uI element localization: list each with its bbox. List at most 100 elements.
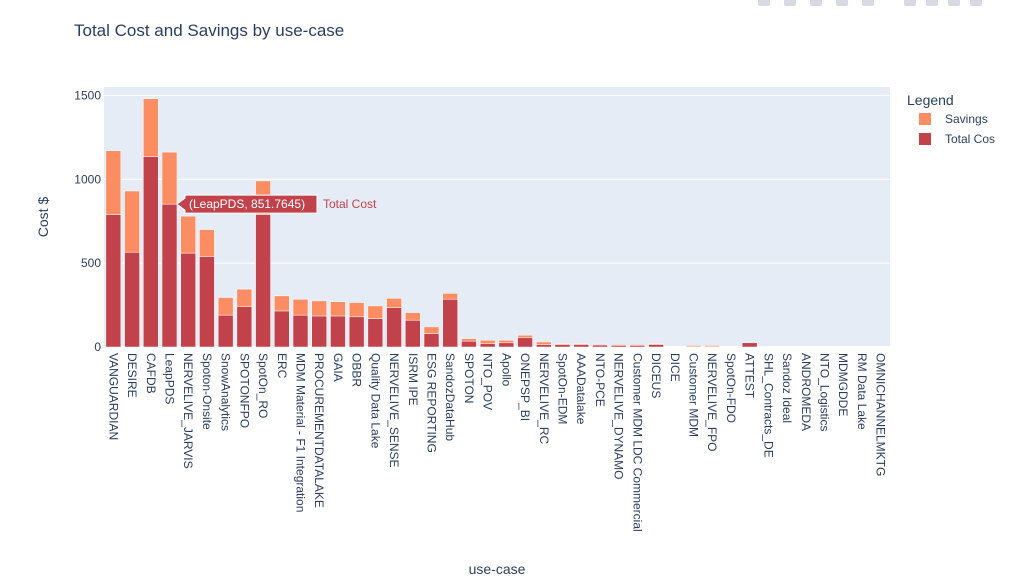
bar-total-cost[interactable] (610, 345, 627, 348)
bar-savings[interactable] (124, 190, 140, 253)
lasso-icon[interactable] (862, 0, 874, 6)
bar-savings[interactable] (274, 295, 290, 312)
bar-savings[interactable] (423, 326, 440, 334)
bar-total-cost[interactable] (124, 251, 140, 348)
bar-savings[interactable] (517, 335, 533, 339)
x-tick-label: SpotOn_RO (256, 353, 270, 418)
x-tick-label: NERVELIVE_FPO (705, 353, 719, 451)
bar-savings[interactable] (199, 229, 215, 257)
legend-item-label[interactable]: Savings (945, 112, 988, 126)
x-tick-label: LeapPDS (163, 353, 177, 404)
bar-total-cost[interactable] (741, 342, 758, 348)
bar-total-cost[interactable] (386, 307, 402, 348)
bar-savings[interactable] (442, 293, 458, 300)
legend-swatch[interactable] (919, 133, 931, 145)
x-axis-ticks: VANGUARDIAN DESIRE CAFDB LeapPDS NERVELIVE_J… (106, 353, 887, 532)
bar-total-cost[interactable] (274, 310, 290, 348)
bar-total-cost[interactable] (573, 344, 589, 348)
bar-savings[interactable] (685, 345, 702, 347)
bar-total-cost[interactable] (199, 256, 215, 348)
bar-total-cost[interactable] (629, 345, 646, 348)
x-tick-label: ESG REPORTING (425, 353, 439, 453)
reset-axes-icon[interactable] (970, 0, 982, 6)
bar-savings[interactable] (610, 344, 627, 346)
bar-total-cost[interactable] (442, 298, 458, 348)
bar-total-cost[interactable] (292, 314, 309, 348)
bar-total-cost[interactable] (517, 337, 533, 348)
chart-title: Total Cost and Savings by use-case (74, 21, 344, 40)
x-tick-label: NTO_POV (481, 353, 495, 410)
bar-total-cost[interactable] (592, 344, 608, 348)
bar-savings[interactable] (367, 305, 384, 319)
bar-savings[interactable] (405, 312, 421, 321)
bar-total-cost[interactable] (180, 252, 196, 348)
bar-total-cost[interactable] (405, 319, 421, 348)
bar-savings[interactable] (554, 343, 571, 345)
bar-savings[interactable] (348, 302, 365, 318)
zoom-out-icon[interactable] (926, 0, 938, 6)
bar-savings[interactable] (536, 341, 552, 345)
bar-total-cost[interactable] (648, 344, 664, 348)
y-axis-ticks: 0 500 1000 1500 (74, 88, 101, 354)
bar-savings[interactable] (236, 288, 253, 307)
x-tick-label: Spoton-Onsite (200, 353, 214, 430)
x-tick-label: OBBR (350, 353, 364, 387)
y-tick-label: 1000 (74, 172, 101, 186)
camera-icon[interactable] (758, 0, 770, 6)
bar-total-cost[interactable] (217, 314, 234, 348)
bar-savings[interactable] (498, 340, 515, 344)
bar-total-cost[interactable] (255, 214, 271, 348)
bar-total-cost[interactable] (311, 315, 327, 348)
bar-total-cost[interactable] (330, 315, 346, 348)
bar-savings[interactable] (386, 298, 402, 308)
bar-total-cost[interactable] (554, 344, 571, 348)
x-tick-label: SHL_Contracts_DE (761, 353, 775, 458)
pan-icon[interactable] (810, 0, 822, 6)
bar-savings[interactable] (105, 150, 122, 215)
zoom-in-icon[interactable] (904, 0, 916, 6)
bar-savings[interactable] (648, 343, 664, 345)
bar-total-cost[interactable] (143, 156, 159, 348)
bar-total-cost[interactable] (367, 318, 384, 348)
bar-savings[interactable] (330, 301, 346, 317)
bar-savings[interactable] (573, 343, 589, 345)
y-axis-title: Cost $ (35, 197, 51, 238)
plot-area[interactable] (104, 87, 890, 347)
bar-total-cost[interactable] (423, 333, 440, 348)
legend: Legend Savings Total Cos (907, 92, 995, 146)
bar-savings[interactable] (311, 300, 327, 317)
bar-total-cost[interactable] (479, 343, 496, 348)
zoom-icon[interactable] (784, 0, 796, 6)
x-tick-label: PROCUREMENTDATALAKE (312, 353, 326, 508)
bar-savings[interactable] (292, 298, 309, 316)
autoscale-icon[interactable] (948, 0, 960, 6)
bar-savings[interactable] (143, 98, 159, 157)
hover-label: (LeapPDS, 851.7645) Total Cost (176, 194, 377, 214)
bar-savings[interactable] (461, 338, 477, 342)
bar-savings[interactable] (704, 345, 720, 347)
y-tick-label: 0 (94, 340, 101, 354)
x-tick-label: ONEPSP_BI (518, 353, 532, 421)
box-select-icon[interactable] (836, 0, 848, 6)
bar-total-cost[interactable] (498, 342, 515, 348)
legend-item-label[interactable]: Total Cos (945, 132, 995, 146)
bar-savings[interactable] (479, 340, 496, 344)
x-tick-label: RM Data Lake (855, 353, 869, 430)
x-tick-label: NTO_Logistics (818, 353, 832, 431)
bar-total-cost[interactable] (536, 344, 552, 348)
x-tick-label: NERVELIVE_JARVIS (181, 353, 195, 469)
bar-savings[interactable] (629, 344, 646, 346)
bar-savings[interactable] (217, 297, 234, 316)
bar-savings[interactable] (161, 151, 178, 205)
bar-total-cost[interactable] (105, 214, 122, 348)
legend-swatch[interactable] (919, 113, 931, 125)
hover-box (176, 194, 318, 214)
bar-total-cost[interactable] (161, 203, 178, 348)
bar-total-cost[interactable] (236, 306, 253, 348)
bar-savings[interactable] (180, 215, 196, 254)
bar-total-cost[interactable] (348, 316, 365, 348)
bar-total-cost[interactable] (461, 340, 477, 348)
bars (105, 98, 758, 348)
bar-savings[interactable] (592, 343, 608, 346)
x-tick-label: SpotOn-EDM (556, 353, 570, 424)
